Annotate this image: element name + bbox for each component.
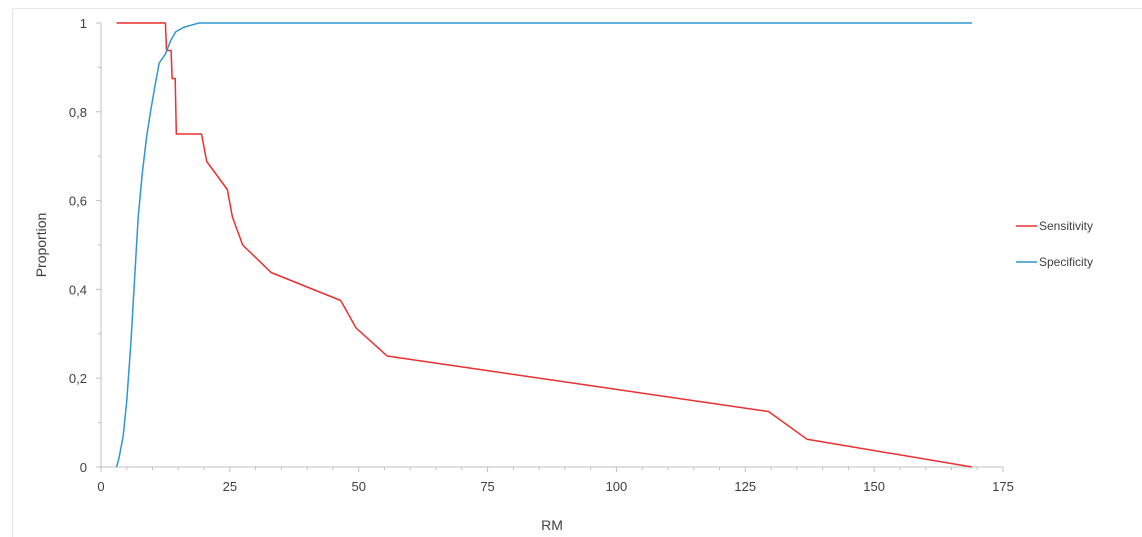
axes: 0 0,2 0,4 0,6 0,8 1 0 25 50 75 100 125 150 175 (69, 16, 1014, 494)
series-line-specificity (115, 22, 973, 468)
y-tick-label: 0,8 (69, 105, 87, 120)
y-tick-label: 0,4 (69, 282, 87, 297)
legend-label-sensitivity: Sensitivity (1039, 219, 1093, 233)
y-tick-label: 0,2 (69, 371, 87, 386)
x-tick-label: 75 (480, 479, 494, 494)
x-tick-label: 0 (97, 479, 104, 494)
y-tick-label: 1 (80, 16, 87, 31)
x-tick-label: 25 (223, 479, 237, 494)
legend: Sensitivity Specificity (1016, 219, 1093, 269)
legend-label-specificity: Specificity (1039, 255, 1093, 269)
y-tick-label: 0,6 (69, 194, 87, 209)
x-tick-label: 100 (606, 479, 628, 494)
y-axis-title: Proportion (33, 213, 49, 278)
x-tick-label: 125 (734, 479, 756, 494)
x-tick-label: 150 (863, 479, 885, 494)
x-tick-label: 50 (351, 479, 365, 494)
series-line-sensitivity (116, 22, 973, 468)
y-tick-label: 0 (80, 460, 87, 475)
x-axis-title: RM (541, 517, 563, 533)
chart-area (12, 8, 1142, 537)
series-group (115, 22, 973, 468)
x-tick-label: 175 (992, 479, 1014, 494)
